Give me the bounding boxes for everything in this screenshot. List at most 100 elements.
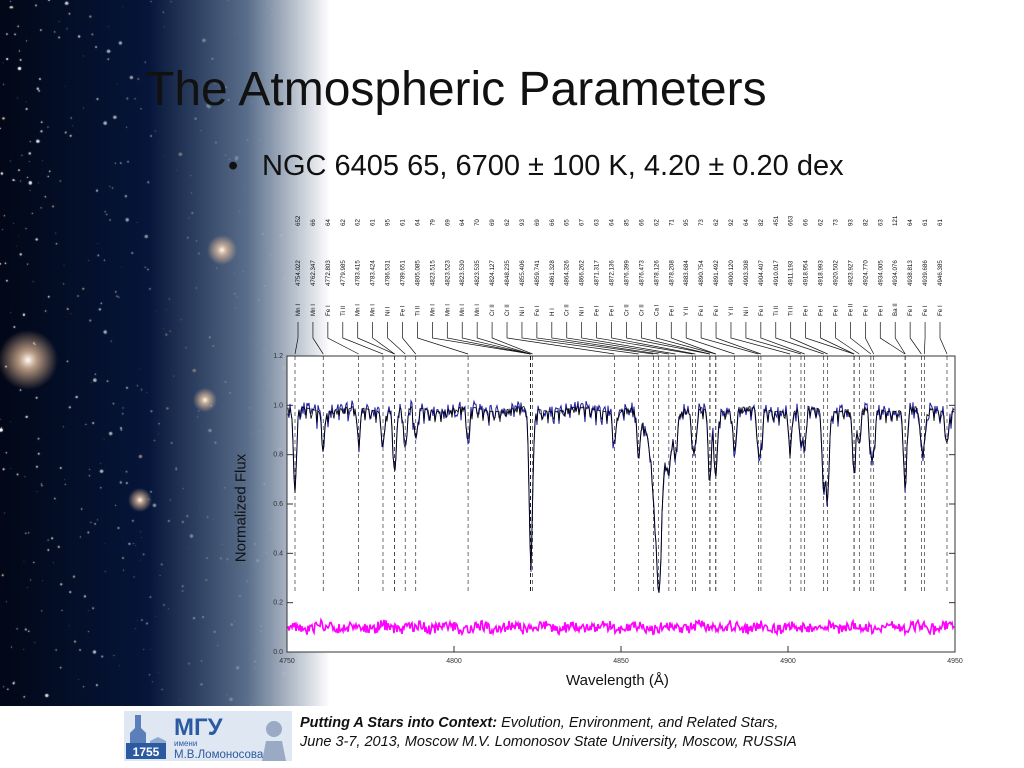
line-ion-label: Fe I	[758, 305, 765, 316]
line-ew-label: 63	[594, 219, 601, 226]
line-id-connector	[506, 322, 615, 355]
line-wavelength-label: 4904.407	[758, 260, 765, 286]
line-wavelength-label: 4783.424	[370, 260, 377, 286]
footer-line-1: Putting A Stars into Context: Evolution,…	[300, 714, 797, 733]
line-ion-label: Y II	[683, 307, 690, 316]
logo-name: М.В.Ломоносова	[174, 749, 264, 761]
line-ew-label: 121	[892, 215, 899, 226]
line-wavelength-label: 4924.770	[862, 260, 869, 286]
line-wavelength-label: 4890.754	[698, 260, 705, 286]
line-ion-label: Cr II	[489, 304, 496, 316]
logo-small-text: имени	[174, 739, 197, 748]
line-ion-label: Fe I	[594, 305, 601, 316]
line-ew-label: 95	[683, 219, 690, 226]
line-id-connector	[551, 322, 659, 355]
line-ion-label: Mn I	[474, 304, 481, 316]
line-ion-label: Ti II	[788, 306, 795, 316]
line-wavelength-label: 4866.262	[579, 260, 586, 286]
line-ew-label: 64	[743, 219, 750, 226]
y-tick-label: 1.2	[273, 353, 283, 360]
line-wavelength-label: 4938.813	[907, 260, 914, 286]
line-id-connector	[850, 322, 872, 355]
line-wavelength-label: 4883.684	[683, 260, 690, 286]
y-tick-label: 0.8	[273, 452, 283, 459]
line-id: 62 4891.492 Fe I	[713, 219, 762, 592]
line-ion-label: Fe I	[862, 305, 869, 316]
line-id: 64 4903.308 Ni I	[743, 219, 802, 592]
line-wavelength-label: 4934.076	[892, 260, 899, 286]
line-id-connector	[581, 322, 676, 355]
conference-details: June 3-7, 2013, Moscow M.V. Lomonosov St…	[300, 734, 797, 750]
line-ew-label: 61	[937, 219, 944, 226]
line-wavelength-label: 4823.535	[474, 260, 481, 286]
line-id: 93 4855.406 Ni I	[519, 219, 639, 592]
line-id: 62 4918.993 Fe I	[818, 219, 855, 592]
line-ew-label: 62	[713, 219, 720, 226]
line-id-connector	[835, 322, 860, 355]
x-tick-label: 4900	[780, 658, 796, 665]
line-ion-label: Fe II	[847, 303, 854, 316]
line-id: 65 4864.326 Cr II	[564, 219, 670, 592]
line-ew-label: 66	[803, 219, 810, 226]
line-ew-label: 73	[832, 219, 839, 226]
line-wavelength-label: 4934.005	[877, 260, 884, 286]
line-ion-label: Y II	[728, 307, 735, 316]
line-id: 93 4923.927 Fe II	[847, 219, 872, 592]
line-ew-label: 71	[668, 219, 675, 226]
line-id-connector	[521, 322, 639, 355]
line-id-connector	[417, 322, 469, 355]
line-id-connector	[700, 322, 759, 355]
line-ion-label: Ti II	[414, 306, 421, 316]
line-ion-label: Mn I	[444, 304, 451, 316]
line-ew-label: 92	[728, 219, 735, 226]
x-tick-label: 4950	[947, 658, 963, 665]
bullet-symbol: •	[228, 150, 239, 182]
line-id: 61 4783.424 Mn I	[370, 219, 395, 592]
line-ion-label: Cr II	[623, 304, 630, 316]
line-wavelength-label: 4859.741	[534, 260, 541, 286]
line-id: 64 4872.136 Fe I	[609, 219, 696, 592]
line-ion-label: Fe I	[713, 305, 720, 316]
line-id-connector	[790, 322, 828, 355]
line-ion-label: H I	[549, 308, 556, 316]
line-id: 62 4779.985 Ti II	[340, 219, 384, 592]
line-ion-label: Cr II	[504, 304, 511, 316]
line-ew-label: 61	[370, 219, 377, 226]
line-wavelength-label: 4918.954	[803, 260, 810, 286]
line-ew-label: 79	[429, 219, 436, 226]
line-wavelength-label: 4946.385	[937, 260, 944, 286]
line-ion-label: Fe I	[832, 305, 839, 316]
logo-year: 1755	[133, 745, 160, 759]
line-ion-label: Ca I	[653, 304, 660, 316]
line-ew-label: 85	[623, 219, 630, 226]
spectrum-chart: 0.0 0.2 0.4 0.6 0.8 1.0 1.2 4750 4800 4850 4900 495…	[273, 215, 963, 665]
line-ew-label: 82	[758, 219, 765, 226]
line-wavelength-label: 4848.235	[504, 260, 511, 286]
line-ew-label: 69	[444, 219, 451, 226]
line-wavelength-label: 4762.347	[310, 260, 317, 286]
line-id-connector	[641, 322, 711, 355]
line-wavelength-label: 4923.927	[847, 260, 854, 286]
line-ion-label: Mn I	[429, 304, 436, 316]
line-ion-label: Mn I	[370, 304, 377, 316]
line-ew-label: 62	[653, 219, 660, 226]
line-wavelength-label: 4824.127	[489, 260, 496, 286]
line-ew-label: 69	[489, 219, 496, 226]
line-id: 67 4866.262 Ni I	[579, 219, 676, 592]
line-id-connector	[461, 322, 531, 355]
line-id-connector	[432, 322, 531, 355]
line-ew-label: 64	[609, 219, 616, 226]
line-id: 64 4938.813 Fe I	[907, 219, 922, 592]
footer-text: Putting A Stars into Context: Evolution,…	[300, 714, 797, 752]
line-ion-label: Mn I	[310, 304, 317, 316]
line-ion-label: Cr II	[638, 304, 645, 316]
line-ew-label: 93	[847, 219, 854, 226]
line-id: 62 4848.235 Cr II	[504, 219, 615, 592]
line-wavelength-label: 4910.017	[773, 260, 780, 286]
plot-frame	[286, 355, 956, 653]
y-tick-label: 0.6	[273, 501, 283, 508]
line-id: 73 4920.502 Fe I	[832, 219, 860, 592]
line-id-connector	[715, 322, 762, 355]
line-wavelength-label: 4920.502	[832, 260, 839, 286]
line-wavelength-label: 4911.193	[788, 260, 795, 286]
